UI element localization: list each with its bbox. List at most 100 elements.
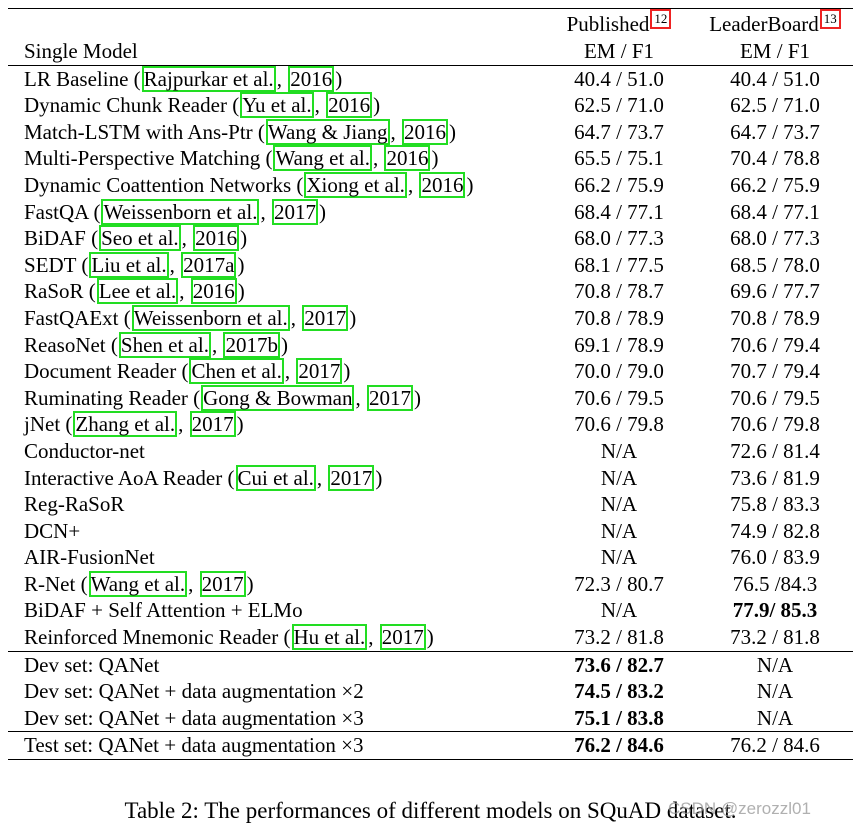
- citation-author-link[interactable]: Cui et al.: [235, 464, 316, 491]
- punctuation: (: [83, 279, 96, 304]
- citation-year-link[interactable]: 2016: [193, 225, 240, 252]
- leaderboard-score: 70.6 / 79.4: [730, 332, 820, 357]
- table-row: DCN+ N/A 74.9 / 82.8: [8, 518, 853, 545]
- model-cell: ReasoNet (Shen et al., 2017b): [8, 331, 541, 359]
- punctuation: (: [85, 226, 99, 251]
- citation-author-link[interactable]: Xiong et al.: [304, 171, 407, 198]
- punctuation: (: [291, 172, 304, 197]
- citation-year-link[interactable]: 2016: [384, 145, 431, 172]
- citation-year-link[interactable]: 2016: [190, 278, 237, 305]
- citation-author-link[interactable]: Rajpurkar et al.: [141, 65, 276, 92]
- citation-year-link[interactable]: 2017: [366, 384, 413, 411]
- model-rows: LR Baseline ( Rajpurkar et al., 2016) 40.4…: [8, 65, 853, 652]
- leaderboard-score: 74.9 / 82.8: [730, 518, 820, 543]
- model-name: ReasoNet: [24, 332, 106, 357]
- model-name: Dynamic Coattention Networks: [24, 172, 292, 197]
- citation-author-link[interactable]: Weissenborn et al.: [101, 198, 260, 225]
- punctuation: (: [187, 385, 201, 410]
- citation-author-link[interactable]: Chen et al.: [189, 358, 284, 385]
- model-cell: Reinforced Mnemonic Reader (Hu et al., 2…: [8, 624, 541, 652]
- punctuation: (: [252, 119, 265, 144]
- table-row: Interactive AoA Reader (Cui et al., 2017…: [8, 464, 853, 492]
- model-cell: jNet (Zhang et al., 2017): [8, 411, 541, 438]
- leaderboard-score: 75.8 / 83.3: [730, 492, 820, 517]
- table-row: BiDAF + Self Attention + ELMo N/A 77.9/ 85…: [8, 597, 853, 624]
- table-row: Ruminating Reader (Gong & Bowman, 2017) 7…: [8, 384, 853, 412]
- citation-author-link[interactable]: Wang et al.: [88, 570, 188, 597]
- model-cell: AIR-FusionNet: [8, 544, 541, 571]
- model-cell: Dynamic Chunk Reader (Yu et al., 2016): [8, 92, 541, 119]
- punctuation: ): [246, 571, 254, 596]
- model-cell: Ruminating Reader (Gong & Bowman, 2017): [8, 384, 541, 412]
- leaderboard-score: 69.6 / 77.7: [730, 279, 820, 304]
- published-score: 76.2 / 84.6: [541, 731, 697, 761]
- punctuation: ,: [211, 332, 223, 357]
- model-cell: Document Reader (Chen et al., 2017): [8, 358, 541, 385]
- model-name: Multi-Perspective Matching: [24, 146, 261, 171]
- punctuation: (: [222, 465, 235, 490]
- citation-author-link[interactable]: Seo et al.: [99, 225, 181, 252]
- citation-author-link[interactable]: Wang et al.: [273, 145, 372, 172]
- citation-author-link[interactable]: Zhang et al.: [73, 411, 178, 438]
- citation-author-link[interactable]: Shen et al.: [118, 331, 211, 358]
- citation-year-link[interactable]: 2016: [402, 118, 449, 145]
- footnote-13-marker[interactable]: 13: [819, 9, 841, 29]
- citation-year-link[interactable]: 2017: [302, 304, 349, 331]
- published-score: 72.3 / 80.7: [574, 571, 664, 596]
- model-name: FastQA: [24, 199, 89, 224]
- citation-year-link[interactable]: 2017: [379, 624, 426, 651]
- published-score: 65.5 / 75.1: [574, 146, 664, 171]
- citation-year-link[interactable]: 2017: [189, 411, 236, 438]
- published-score: 70.8 / 78.9: [574, 305, 664, 330]
- punctuation: ): [449, 119, 457, 144]
- leaderboard-score: 40.4 / 51.0: [730, 66, 820, 91]
- published-score: N/A: [600, 465, 638, 490]
- citation-year-link[interactable]: 2017: [199, 570, 246, 597]
- table-row: FastQAExt (Weissenborn et al., 2017) 70.8…: [8, 304, 853, 332]
- punctuation: ,: [181, 226, 193, 251]
- header-empty-cell: [8, 8, 541, 38]
- table-row: ReasoNet (Shen et al., 2017b) 69.1 / 78.9…: [8, 331, 853, 359]
- punctuation: ,: [314, 93, 326, 118]
- leaderboard-score: 70.6 / 79.5: [730, 385, 820, 410]
- citation-year-link[interactable]: 2017: [296, 358, 343, 385]
- model-cell: Multi-Perspective Matching (Wang et al.,…: [8, 145, 541, 172]
- citation-year-link[interactable]: 2017b: [223, 331, 280, 358]
- citation-author-link[interactable]: Weissenborn et al.: [131, 304, 290, 331]
- citation-year-link[interactable]: 2016: [326, 92, 373, 119]
- model-cell: Dev set: QANet + data augmentation ×3: [8, 704, 541, 733]
- punctuation: ,: [316, 465, 328, 490]
- citation-author-link[interactable]: Hu et al.: [291, 624, 368, 651]
- punctuation: ,: [169, 252, 181, 277]
- citation-author-link[interactable]: Lee et al.: [96, 278, 179, 305]
- citation-author-link[interactable]: Wang & Jiang: [265, 118, 390, 145]
- punctuation: (: [118, 305, 131, 330]
- table-row: Multi-Perspective Matching (Wang et al.,…: [8, 145, 853, 172]
- published-score: 70.6 / 79.8: [574, 412, 664, 437]
- citation-year-link[interactable]: 2017: [328, 464, 375, 491]
- model-name: jNet: [24, 412, 61, 437]
- leaderboard-score: N/A: [756, 652, 794, 677]
- punctuation: ): [343, 359, 351, 384]
- citation-year-link[interactable]: 2016: [288, 65, 335, 92]
- table-row: Test set: QANet + data augmentation ×3 76…: [8, 731, 853, 761]
- footnote-12-marker[interactable]: 12: [650, 9, 672, 29]
- table-row: RaSoR (Lee et al., 2016) 70.8 / 78.7 69.6 …: [8, 278, 853, 305]
- model-name: LR Baseline: [24, 66, 129, 91]
- leaderboard-score: 62.5 / 71.0: [730, 93, 820, 118]
- table-row: AIR-FusionNet N/A 76.0 / 83.9: [8, 544, 853, 571]
- citation-author-link[interactable]: Gong & Bowman: [201, 384, 355, 411]
- punctuation: (: [76, 252, 89, 277]
- citation-year-link[interactable]: 2017a: [181, 251, 237, 278]
- header-row-metric: Single Model EM / F1 EM / F1: [8, 38, 853, 66]
- punctuation: ): [426, 625, 434, 650]
- punctuation: ,: [178, 412, 189, 437]
- model-name: BiDAF: [24, 226, 86, 251]
- citation-author-link[interactable]: Liu et al.: [89, 251, 169, 278]
- citation-author-link[interactable]: Yu et al.: [240, 92, 314, 119]
- model-name: Reinforced Mnemonic Reader: [24, 625, 279, 650]
- header-row-top: Published 12 LeaderBoard 13: [8, 8, 853, 38]
- punctuation: ): [240, 226, 248, 251]
- citation-year-link[interactable]: 2016: [419, 171, 466, 198]
- citation-year-link[interactable]: 2017: [271, 198, 318, 225]
